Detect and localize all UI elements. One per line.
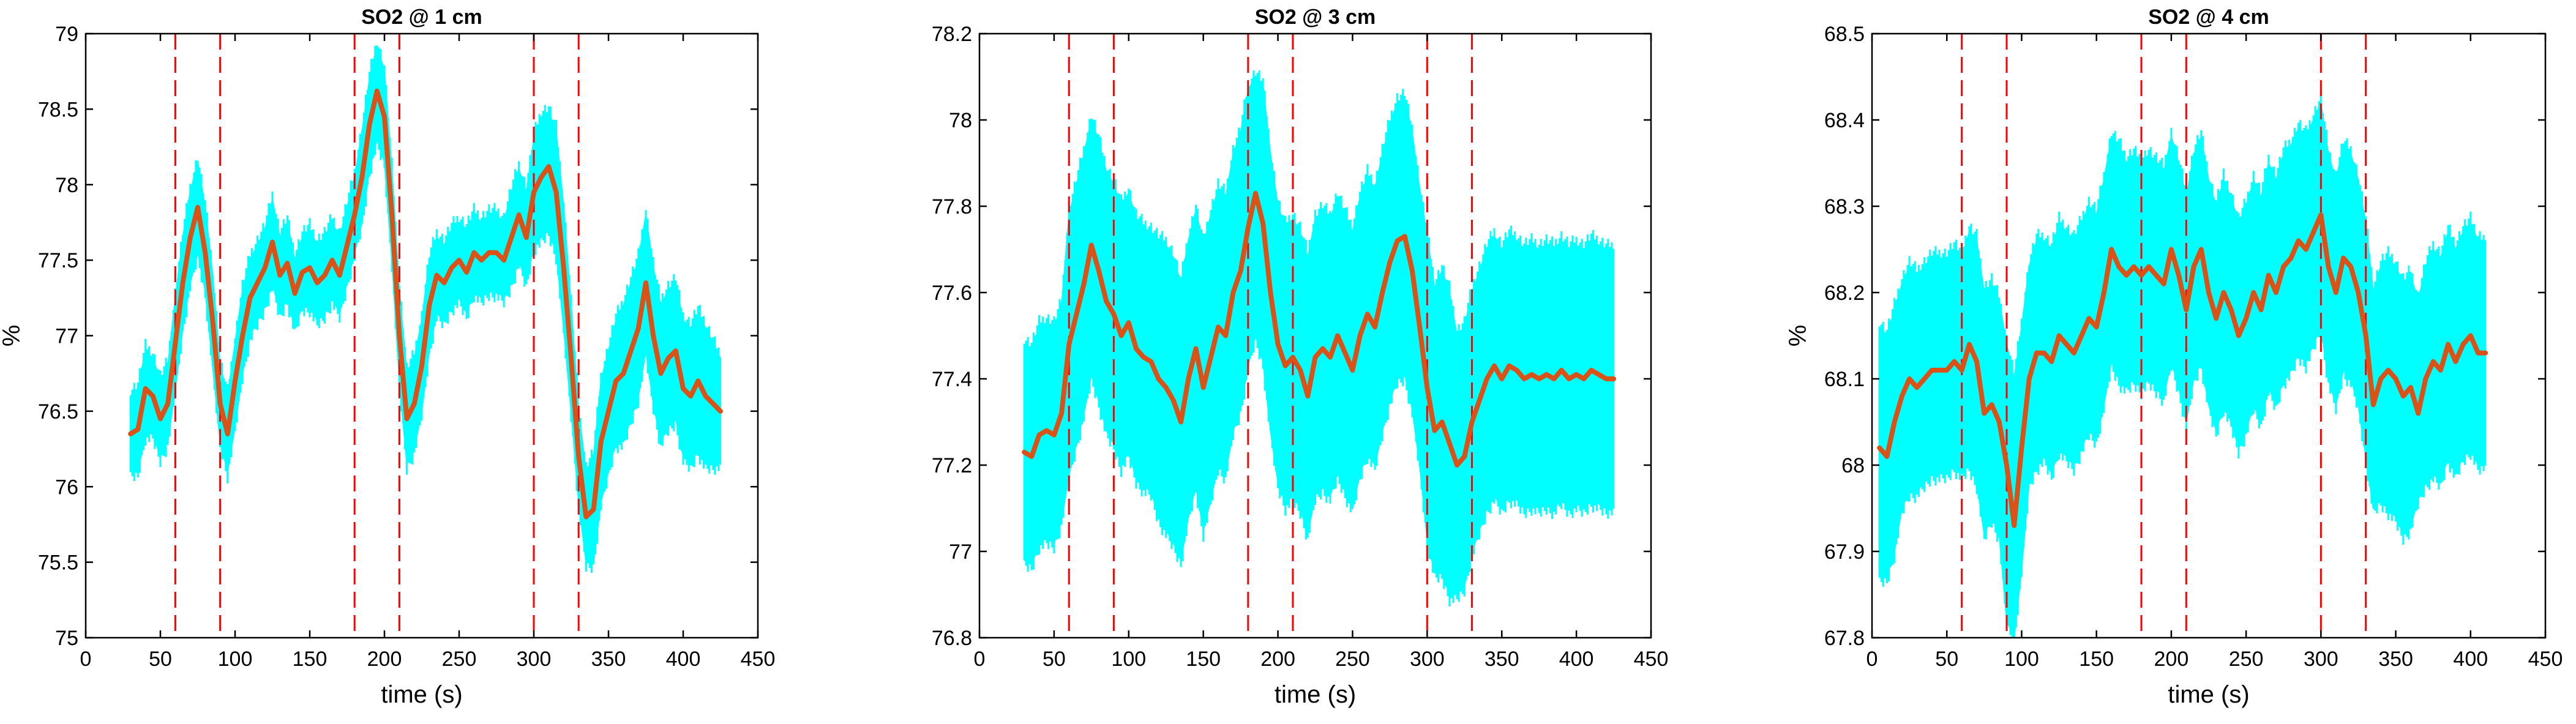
- x-axis-label: time (s): [381, 681, 462, 708]
- x-tick-label: 50: [1043, 647, 1066, 671]
- x-tick-label: 200: [1260, 647, 1295, 671]
- x-tick-label: 0: [974, 647, 986, 671]
- y-tick-label: 67.8: [1824, 627, 1865, 650]
- x-tick-label: 100: [2004, 647, 2039, 671]
- y-tick-label: 78: [55, 174, 78, 197]
- y-tick-label: 68: [1841, 454, 1865, 477]
- x-tick-label: 250: [1335, 647, 1370, 671]
- x-axis-label: time (s): [2168, 681, 2249, 708]
- y-tick-label: 78.2: [932, 23, 972, 46]
- y-tick-label: 76.5: [38, 400, 78, 424]
- y-tick-label: 78.5: [38, 98, 78, 121]
- y-tick-label: 77.6: [932, 282, 972, 305]
- x-tick-label: 150: [1186, 647, 1221, 671]
- y-tick-label: 77.4: [932, 368, 972, 391]
- x-tick-label: 400: [2453, 647, 2488, 671]
- y-tick-label: 79: [55, 23, 78, 46]
- mean-series-line: [128, 88, 723, 520]
- chart-panel-1cm: 0 50 100 150 200 250 300 350 400 450 75 75.5 76 76.5 7…: [0, 6, 775, 708]
- mean-series-line: [1022, 190, 1617, 468]
- y-tick-label: 76: [55, 476, 78, 499]
- y-tick-label: 77.8: [932, 195, 972, 218]
- x-tick-label: 300: [1410, 647, 1445, 671]
- x-tick-label: 450: [741, 647, 776, 671]
- x-tick-label: 300: [517, 647, 552, 671]
- chart-title: SO2 @ 3 cm: [1255, 6, 1376, 29]
- x-tick-label: 250: [442, 647, 477, 671]
- chart-title: SO2 @ 1 cm: [361, 6, 482, 29]
- x-tick-label: 0: [80, 647, 92, 671]
- axes-box: [1871, 32, 2547, 639]
- x-tick-label: 350: [2378, 647, 2413, 671]
- y-tick-label: 77: [949, 540, 972, 564]
- x-tick-label: 100: [218, 647, 253, 671]
- x-tick-label: 450: [1634, 647, 1669, 671]
- x-tick-label: 450: [2528, 647, 2563, 671]
- x-tick-label: 200: [367, 647, 402, 671]
- x-tick-label: 200: [2154, 647, 2189, 671]
- y-tick-label: 67.9: [1824, 540, 1865, 564]
- x-tick-label: 400: [1559, 647, 1594, 671]
- x-tick-label: 0: [1866, 647, 1878, 671]
- x-tick-label: 100: [1111, 647, 1146, 671]
- x-axis-label: time (s): [1275, 681, 1356, 708]
- mean-series-line: [1877, 212, 2488, 528]
- axes-box: [978, 32, 1652, 639]
- chart-panel-3cm: 0 50 100 150 200 250 300 350 400 450 76.8 77 77.2 77.…: [932, 6, 1669, 708]
- x-tick-label: 300: [2304, 647, 2338, 671]
- chart-title: SO2 @ 4 cm: [2148, 6, 2269, 29]
- y-tick-label: 68.3: [1824, 195, 1865, 218]
- y-tick-label: 77: [55, 325, 78, 348]
- x-tick-label: 350: [591, 647, 626, 671]
- y-axis-label: %: [1784, 325, 1811, 347]
- y-tick-label: 68.2: [1824, 282, 1865, 305]
- y-tick-label: 75: [55, 627, 78, 650]
- x-tick-label: 350: [1485, 647, 1519, 671]
- y-tick-label: 68.4: [1824, 109, 1865, 132]
- y-tick-label: 77.2: [932, 454, 972, 477]
- x-tick-label: 400: [666, 647, 701, 671]
- y-tick-label: 68.1: [1824, 368, 1865, 391]
- y-tick-label: 76.8: [932, 627, 972, 650]
- chart-panel-4cm: 0 50 100 150 200 250 300 350 400 450 67.8 67.9 68 68.…: [1784, 6, 2563, 708]
- x-tick-label: 250: [2229, 647, 2264, 671]
- y-axis-label: %: [0, 325, 25, 347]
- y-tick-label: 77.5: [38, 249, 78, 272]
- y-tick-label: 75.5: [38, 551, 78, 575]
- y-tick-label: 78: [949, 109, 972, 132]
- x-tick-label: 50: [149, 647, 172, 671]
- x-tick-label: 50: [1935, 647, 1958, 671]
- x-tick-label: 150: [2079, 647, 2114, 671]
- y-tick-label: 68.5: [1824, 23, 1865, 46]
- x-tick-label: 150: [293, 647, 328, 671]
